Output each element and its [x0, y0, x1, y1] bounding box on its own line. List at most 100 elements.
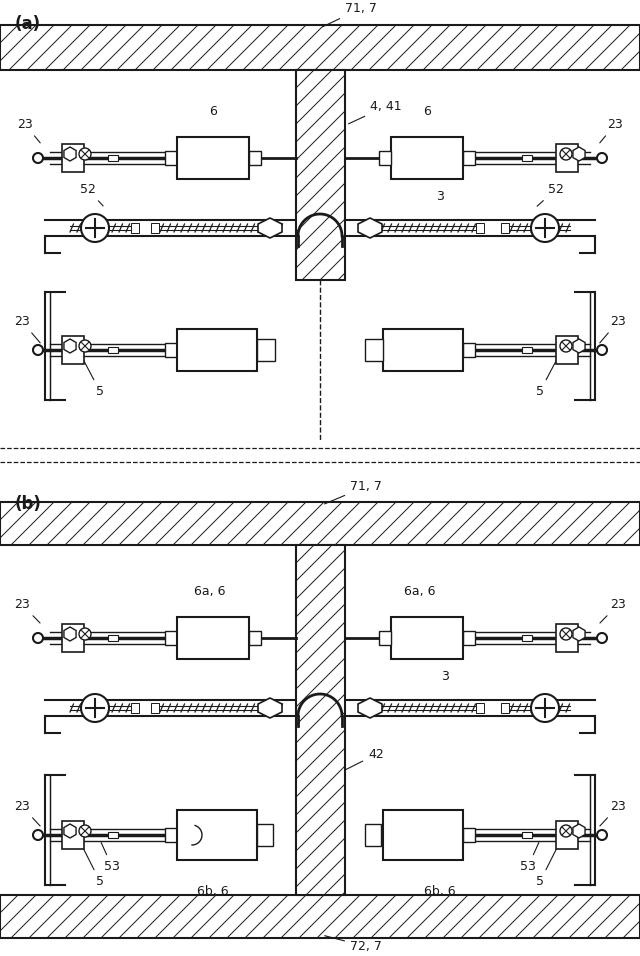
Text: 52: 52: [80, 183, 103, 206]
Circle shape: [33, 830, 43, 840]
Polygon shape: [573, 147, 585, 161]
Polygon shape: [358, 218, 382, 238]
Text: 23: 23: [14, 800, 40, 826]
Text: 23: 23: [600, 118, 623, 142]
Bar: [165, 343, 177, 357]
Text: 71, 7: 71, 7: [324, 480, 382, 504]
Text: 6: 6: [209, 105, 217, 118]
Circle shape: [33, 345, 43, 355]
Bar: [62, 336, 84, 364]
Text: 52: 52: [537, 183, 564, 206]
Polygon shape: [64, 824, 76, 838]
Bar: [463, 828, 475, 842]
Text: 3: 3: [436, 190, 444, 203]
Circle shape: [560, 340, 572, 352]
Bar: [62, 624, 84, 652]
Bar: [165, 631, 177, 645]
Bar: [177, 810, 257, 860]
Bar: [257, 339, 275, 361]
Bar: [108, 832, 118, 838]
Text: 72, 7: 72, 7: [324, 936, 382, 953]
Bar: [463, 631, 475, 645]
Text: 6a, 6: 6a, 6: [195, 585, 226, 598]
Bar: [151, 703, 159, 713]
Circle shape: [81, 214, 109, 242]
Bar: [131, 703, 139, 713]
Circle shape: [33, 633, 43, 643]
Bar: [501, 703, 509, 713]
Bar: [249, 631, 261, 645]
Text: 5: 5: [74, 342, 104, 398]
Bar: [379, 631, 391, 645]
Text: 5: 5: [536, 831, 566, 888]
Circle shape: [560, 825, 572, 837]
Bar: [62, 821, 84, 849]
Circle shape: [597, 830, 607, 840]
Bar: [463, 151, 475, 165]
Text: 42: 42: [337, 748, 384, 773]
Text: 53: 53: [101, 842, 120, 873]
Bar: [476, 703, 484, 713]
Bar: [556, 821, 578, 849]
Text: (a): (a): [15, 15, 41, 33]
Text: 6b, 6: 6b, 6: [197, 885, 229, 898]
Bar: [151, 223, 159, 233]
Polygon shape: [358, 698, 382, 718]
Bar: [165, 828, 177, 842]
Polygon shape: [573, 339, 585, 353]
Text: 6: 6: [423, 105, 431, 118]
Circle shape: [81, 694, 109, 722]
Polygon shape: [64, 339, 76, 353]
Bar: [177, 137, 249, 179]
Bar: [0, 502, 640, 545]
Polygon shape: [258, 218, 282, 238]
Circle shape: [597, 633, 607, 643]
Text: 3: 3: [441, 670, 449, 683]
Text: 6b, 6: 6b, 6: [424, 885, 456, 898]
Bar: [177, 617, 249, 659]
Text: 6a, 6: 6a, 6: [404, 585, 436, 598]
Bar: [391, 137, 463, 179]
Polygon shape: [64, 147, 76, 161]
Bar: [522, 832, 532, 838]
Bar: [108, 347, 118, 353]
Bar: [108, 155, 118, 161]
Bar: [131, 223, 139, 233]
Bar: [463, 343, 475, 357]
Text: 4, 41: 4, 41: [349, 100, 402, 124]
Bar: [383, 810, 463, 860]
Text: 23: 23: [600, 598, 626, 623]
Circle shape: [79, 340, 91, 352]
Polygon shape: [573, 627, 585, 641]
Circle shape: [33, 153, 43, 163]
Text: 23: 23: [14, 315, 40, 343]
Bar: [0, 895, 640, 938]
Bar: [501, 223, 509, 233]
Circle shape: [597, 345, 607, 355]
Bar: [383, 329, 463, 371]
Text: 23: 23: [600, 800, 626, 826]
Bar: [379, 151, 391, 165]
Polygon shape: [573, 824, 585, 838]
Circle shape: [79, 148, 91, 160]
Text: 5: 5: [74, 831, 104, 888]
Circle shape: [531, 214, 559, 242]
Text: 23: 23: [600, 315, 626, 343]
Circle shape: [560, 148, 572, 160]
Bar: [296, 70, 345, 280]
Text: 5: 5: [536, 342, 566, 398]
Bar: [522, 635, 532, 641]
Bar: [556, 336, 578, 364]
Bar: [177, 329, 257, 371]
Circle shape: [79, 825, 91, 837]
Bar: [365, 824, 381, 846]
Bar: [0, 25, 640, 70]
Bar: [108, 635, 118, 641]
Polygon shape: [64, 627, 76, 641]
Text: 23: 23: [14, 598, 40, 623]
Text: (b): (b): [15, 495, 42, 513]
Bar: [556, 624, 578, 652]
Bar: [165, 151, 177, 165]
Bar: [556, 144, 578, 172]
Bar: [365, 339, 383, 361]
